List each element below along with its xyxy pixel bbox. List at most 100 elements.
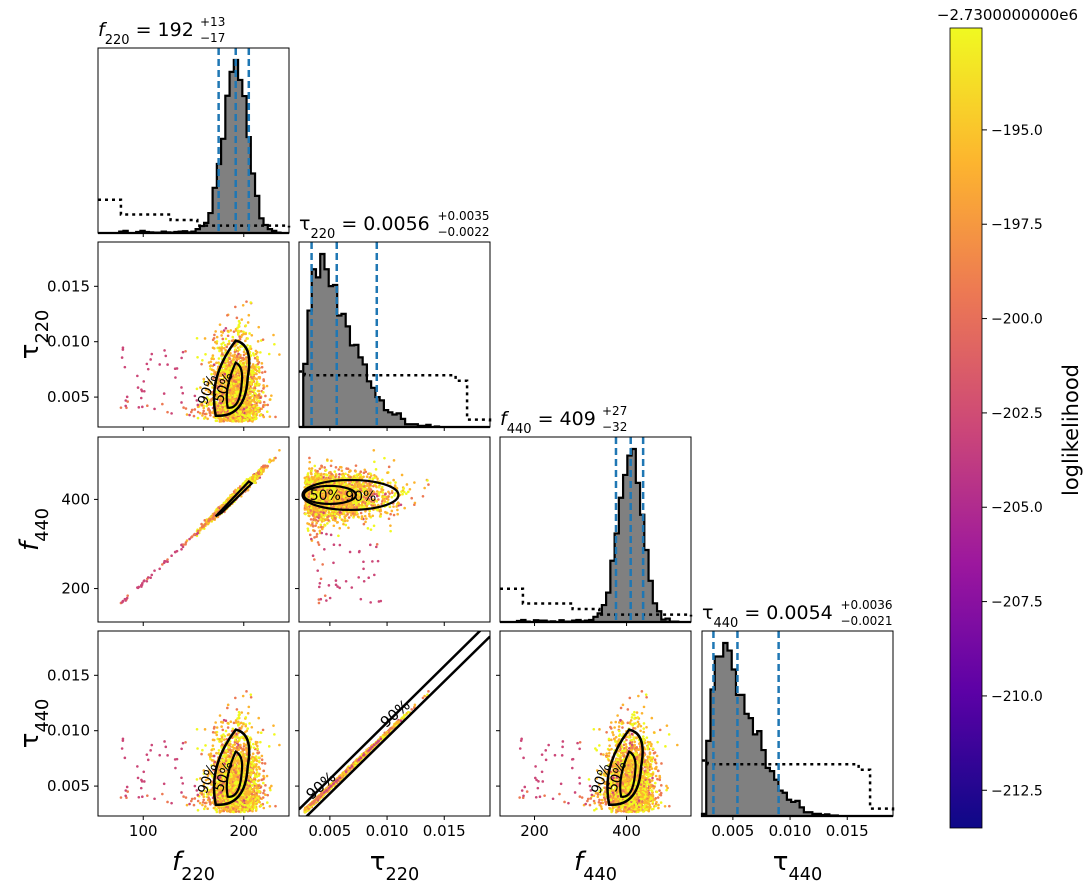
contour-90-tau220-f440: [301, 478, 400, 512]
hist-bars-tau220: [299, 252, 490, 429]
hist-panel-f440: [500, 437, 693, 624]
hist-title-tau440: τ440 = 0.0054: [702, 602, 833, 631]
colorbar-tick-label-3: −202.5: [991, 406, 1043, 422]
colorbar-tick-label-7: −212.5: [991, 783, 1043, 799]
scatter-points-tau220-tau440: [303, 690, 430, 814]
colorbar: −2.7300000000e6 loglikelihood −195.0 −197…: [937, 6, 1083, 829]
contour-lower-line: [305, 635, 490, 816]
colorbar-tick-label-2: −200.0: [991, 312, 1043, 328]
hist-frame-tau220: [298, 241, 491, 428]
y-axis-label-tau220: τ220: [15, 310, 53, 359]
colorbar-tick-label-5: −207.5: [991, 595, 1043, 611]
scatter-points-f220-f440: [119, 448, 281, 605]
scatter-frame-tau220-tau440: [298, 630, 491, 817]
colorbar-ticks: −195.0 −197.5 −200.0 −202.5 −205.0 −207.5 −210…: [982, 123, 1043, 799]
hist-title-plus-f220: +13: [200, 15, 225, 29]
y-tick-label-tau440-0: 0.005: [47, 777, 90, 795]
x-axis-label-f220: f220: [172, 847, 215, 885]
hist-title-plus-tau440: +0.0036: [841, 598, 893, 612]
colorbar-tick-label-1: −197.5: [991, 217, 1043, 233]
contour-50-f440-tau440: [619, 750, 637, 798]
hist-title-plus-f440: +27: [602, 404, 627, 418]
contour-50-tau220-f440: [302, 484, 357, 506]
x-tick-label-f220-0: 100: [129, 822, 158, 840]
contours-f220-f440: [214, 480, 254, 518]
scatter-frame-f220-tau440: [97, 630, 290, 817]
x-tick-label-f440-1: 400: [612, 822, 641, 840]
y-tick-label-tau220-0: 0.005: [47, 388, 90, 406]
y-tick-label-tau220-2: 0.015: [47, 277, 90, 295]
panels-layer: f220 = 192 +13 −17 τ220 = 0.0056 +0.0035 −0.0…: [15, 15, 895, 885]
contour-upper-line: [299, 631, 482, 811]
x-tick-label-tau440-1: 0.010: [769, 822, 812, 840]
x-tick-label-f220-1: 200: [229, 822, 258, 840]
scatter-panel-tau220-tau440: 90%90%: [299, 631, 490, 816]
contour-90-f220-tau220: [212, 339, 251, 417]
scatter-panel-f220-tau440: 90%50%: [119, 690, 281, 814]
x-tick-label-tau440-2: 0.015: [826, 822, 869, 840]
scatter-points-tau220-f440: [303, 448, 430, 605]
scatter-panel-f220-f440: [119, 448, 281, 605]
hist-title-plus-tau220: +0.0035: [438, 209, 490, 223]
hist-panel-tau440: [700, 631, 895, 818]
scatter-panel-tau220-f440: 50% 90%: [301, 448, 430, 605]
x-tick-label-f440-0: 200: [520, 822, 549, 840]
contour-label-90: 90%: [345, 489, 376, 505]
x-axis-label-tau440: τ440: [773, 847, 822, 885]
x-axis-label-tau220: τ220: [370, 847, 419, 885]
contour-90-f220-tau440: [212, 728, 251, 806]
hist-title-minus-tau440: −0.0021: [841, 614, 893, 628]
scatter-frame-tau220-f440: [298, 436, 491, 623]
contour-90-f220-f440: [214, 480, 254, 518]
colorbar-gradient: [949, 27, 983, 829]
hist-panel-f220: [98, 48, 291, 235]
scatter-frame-f220-tau220: [97, 241, 290, 428]
y-tick-label-tau220-1: 0.010: [47, 333, 90, 351]
hist-panel-tau220: [299, 242, 492, 429]
y-tick-label-f440-0: 200: [61, 580, 90, 598]
scatter-panel-f220-tau220: 90%50%: [119, 300, 281, 423]
colorbar-offset-text: −2.7300000000e6: [937, 6, 1078, 24]
hist-bars-tau440: [700, 641, 893, 818]
x-axis-label-f440: f440: [574, 847, 617, 885]
contour-50-f220-tau440: [225, 750, 244, 798]
y-axis-label-tau440: τ440: [15, 699, 53, 748]
x-tick-label-tau220-0: 0.005: [308, 822, 351, 840]
prior-line-f220: [98, 198, 291, 228]
x-tick-label-tau440-0: 0.005: [711, 822, 754, 840]
hist-title-f440: f440 = 409: [500, 408, 596, 437]
colorbar-tick-label-6: −210.0: [991, 689, 1043, 705]
contour-90-f440-tau440: [606, 728, 644, 806]
hist-frame-f220: [97, 47, 290, 234]
prior-line-tau440: [702, 759, 895, 815]
hist-title-minus-f440: −32: [602, 420, 627, 434]
prior-line-tau220: [299, 370, 492, 426]
colorbar-tick-label-0: −195.0: [991, 123, 1043, 139]
scatter-points-f220-tau440: [119, 690, 281, 814]
y-tick-label-tau440-1: 0.010: [47, 722, 90, 740]
hist-title-minus-tau220: −0.0022: [438, 225, 490, 239]
hist-bars-f220: [98, 58, 289, 235]
x-tick-label-tau220-2: 0.015: [423, 822, 466, 840]
contours-tau220-tau440: 90%90%: [299, 631, 490, 816]
scatter-frame-f220-f440: [97, 436, 290, 623]
prior-line-f440: [500, 587, 693, 617]
y-tick-label-f440-1: 400: [61, 490, 90, 508]
hist-title-minus-f220: −17: [200, 31, 225, 45]
hist-title-tau220: τ220 = 0.0056: [299, 213, 430, 242]
x-tick-label-tau220-1: 0.010: [366, 822, 409, 840]
contours-tau220-f440: 50% 90%: [301, 478, 400, 512]
scatter-frame-f440-tau440: [499, 630, 692, 817]
colorbar-label: loglikelihood: [1059, 364, 1083, 496]
hist-title-f220: f220 = 192: [98, 19, 194, 48]
scatter-panel-f440-tau440: 90%50%: [518, 690, 679, 814]
hist-frame-f440: [499, 436, 692, 623]
y-tick-label-tau440-2: 0.015: [47, 666, 90, 684]
colorbar-tick-label-4: −205.0: [991, 500, 1043, 516]
hist-frame-tau440: [701, 630, 894, 817]
y-axis-label-f440: f440: [15, 508, 53, 551]
hist-bars-f440: [500, 447, 691, 624]
contour-label-50: 50%: [310, 488, 341, 504]
contour-50-f220-tau220: [225, 361, 244, 409]
